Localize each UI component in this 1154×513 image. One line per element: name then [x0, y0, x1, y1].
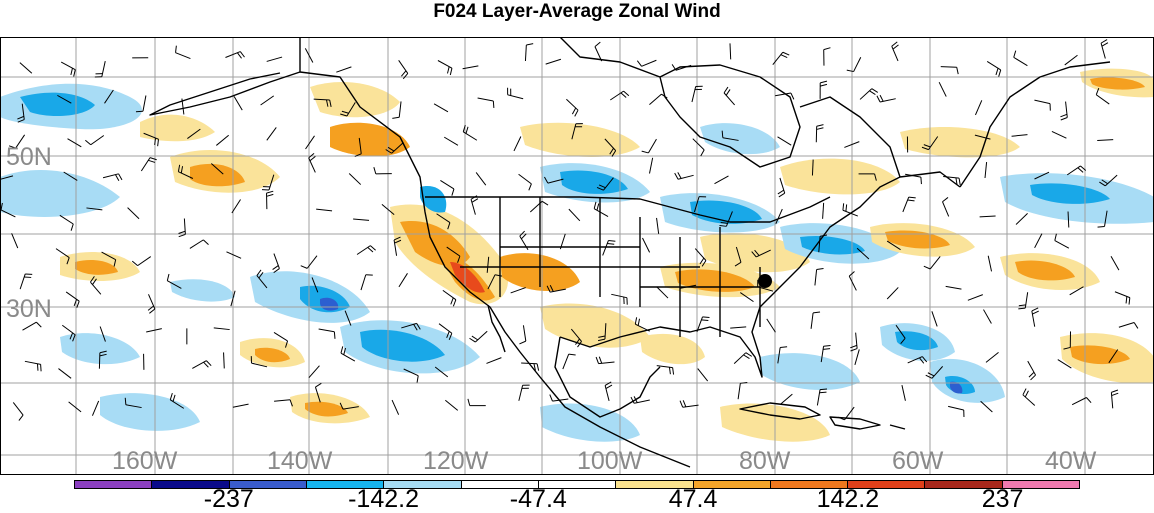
wind-barb — [730, 43, 731, 59]
colorbar-label: -47.4 — [510, 485, 567, 513]
wind-barb — [812, 160, 813, 176]
colorbar-swatch — [75, 481, 152, 488]
colorbar-label: 142.2 — [817, 485, 880, 513]
colorbar-label: 47.4 — [669, 485, 718, 513]
colorbar-label: -142.2 — [348, 485, 419, 513]
lon-label-80w: 80W — [739, 447, 791, 475]
chart-title: F024 Layer-Average Zonal Wind — [0, 0, 1154, 26]
lat-label-30n: 30N — [6, 295, 52, 323]
lat-label-50n: 50N — [6, 143, 52, 171]
map-panel[interactable]: 50N 30N 160W 140W 120W 100W 80W 60W 40W — [0, 37, 1154, 475]
colorbar-label: 237 — [982, 485, 1024, 513]
lon-label-120w: 120W — [423, 447, 489, 475]
lon-label-160w: 160W — [112, 447, 178, 475]
station-marker[interactable] — [758, 274, 772, 288]
lon-label-40w: 40W — [1045, 447, 1097, 475]
lon-label-60w: 60W — [892, 447, 944, 475]
colorbar-label: -237 — [204, 485, 254, 513]
lon-label-100w: 100W — [577, 447, 643, 475]
lon-label-140w: 140W — [267, 447, 333, 475]
map-svg: 50N 30N 160W 140W 120W 100W 80W 60W 40W — [0, 37, 1154, 475]
